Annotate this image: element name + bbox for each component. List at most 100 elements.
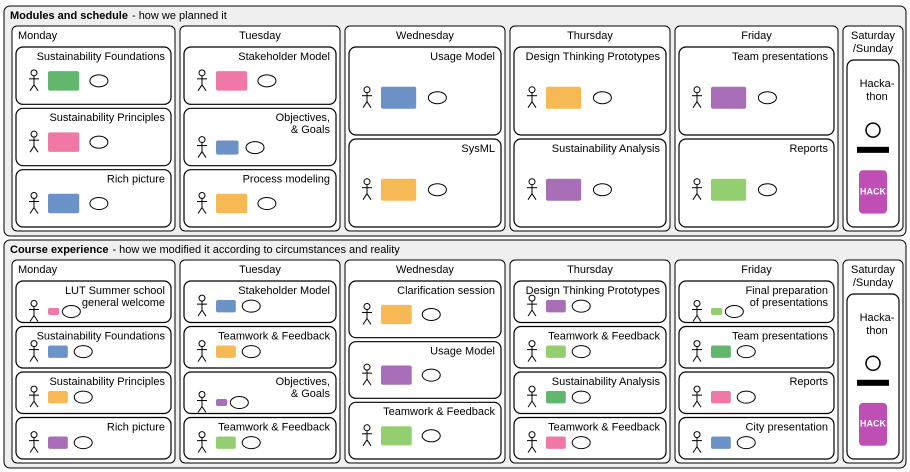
day-name: Thursday bbox=[567, 30, 613, 42]
icon-node bbox=[257, 197, 277, 210]
card-label: Objectives, bbox=[276, 376, 330, 388]
card-label: Design Thinking Prototypes bbox=[526, 285, 661, 297]
figure-leg bbox=[33, 446, 39, 453]
icon-node bbox=[61, 305, 81, 319]
figure-leg bbox=[362, 193, 368, 200]
icon-picture bbox=[216, 399, 228, 407]
icon-node bbox=[724, 305, 744, 319]
card bbox=[678, 46, 835, 136]
figure-leg bbox=[527, 355, 533, 362]
icon-node bbox=[241, 436, 261, 450]
figure-leg bbox=[696, 101, 702, 108]
card-label: Process modeling bbox=[243, 174, 330, 186]
desk-icon bbox=[857, 379, 889, 386]
figure-leg bbox=[33, 315, 39, 322]
figure-leg bbox=[33, 84, 39, 92]
icon-picture bbox=[546, 390, 566, 404]
card-label: Teamwork & Feedback bbox=[218, 330, 330, 342]
card-label: general welcome bbox=[82, 297, 165, 309]
figure-leg bbox=[366, 193, 372, 200]
icon-picture bbox=[216, 140, 239, 155]
icon-picture bbox=[216, 436, 236, 449]
figure-leg bbox=[692, 315, 698, 322]
figure-leg bbox=[197, 406, 203, 413]
robot-icon bbox=[859, 402, 887, 446]
day-name: Wednesday bbox=[396, 30, 454, 42]
card-label: Sustainability Principles bbox=[49, 112, 165, 124]
figure-leg bbox=[29, 355, 35, 362]
icon-node bbox=[736, 390, 756, 404]
card-label: Sustainability Analysis bbox=[552, 143, 661, 155]
figure-leg bbox=[29, 207, 35, 214]
figure-leg bbox=[362, 378, 368, 386]
card-label: thon bbox=[866, 91, 887, 103]
figure-leg bbox=[531, 309, 537, 317]
figure-leg bbox=[366, 318, 372, 325]
icon-picture bbox=[711, 436, 731, 449]
card-label: thon bbox=[866, 325, 887, 337]
icon-picture bbox=[711, 390, 731, 404]
icon-node bbox=[571, 436, 591, 450]
figure-leg bbox=[197, 151, 203, 158]
card-label: & Goals bbox=[291, 124, 331, 136]
figure-leg bbox=[29, 446, 35, 453]
figure-leg bbox=[362, 439, 368, 447]
figure-leg bbox=[201, 355, 207, 362]
robot-icon bbox=[859, 170, 887, 214]
icon-picture bbox=[546, 86, 582, 109]
day-name: Thursday bbox=[567, 264, 613, 276]
figure-leg bbox=[29, 315, 35, 322]
icon-node bbox=[571, 390, 591, 404]
icon-picture bbox=[216, 71, 248, 91]
icon-picture bbox=[48, 308, 60, 316]
icon-node bbox=[241, 345, 261, 359]
card bbox=[678, 138, 835, 228]
icon-picture bbox=[216, 299, 236, 313]
day-name: Saturday bbox=[851, 30, 896, 42]
icon-picture bbox=[48, 390, 68, 404]
figure-leg bbox=[696, 315, 702, 322]
card-label: Objectives, bbox=[276, 112, 330, 124]
figure-leg bbox=[201, 84, 207, 92]
figure-leg bbox=[531, 446, 537, 453]
card-label: Stakeholder Model bbox=[238, 285, 330, 297]
figure-leg bbox=[362, 101, 368, 108]
section-title-strong: Modules and schedule bbox=[10, 10, 128, 22]
figure-leg bbox=[527, 193, 533, 200]
day-name: Friday bbox=[741, 264, 772, 276]
icon-node bbox=[421, 368, 441, 382]
icon-node bbox=[427, 183, 447, 197]
card-label: Design Thinking Prototypes bbox=[526, 51, 661, 63]
icon-picture bbox=[381, 304, 412, 325]
figure-leg bbox=[531, 101, 537, 108]
card-label: City presentation bbox=[745, 421, 828, 433]
card-label: of presentations bbox=[750, 297, 829, 309]
figure-leg bbox=[692, 101, 698, 108]
figure-leg bbox=[197, 84, 203, 92]
section-subtitle: - how we planned it bbox=[132, 10, 227, 22]
figure-leg bbox=[33, 207, 39, 214]
figure-leg bbox=[531, 193, 537, 200]
day-name: Tuesday bbox=[239, 30, 281, 42]
figure-leg bbox=[197, 207, 203, 214]
figure-leg bbox=[201, 406, 207, 413]
card-label: Final preparation bbox=[745, 285, 828, 297]
card-label: Sustainability Foundations bbox=[37, 330, 166, 342]
icon-picture bbox=[711, 178, 747, 201]
figure-leg bbox=[527, 101, 533, 108]
card-label: Rich picture bbox=[107, 421, 165, 433]
icon-node bbox=[571, 345, 591, 359]
icon-node bbox=[257, 74, 277, 88]
figure-leg bbox=[201, 309, 207, 317]
icon-picture bbox=[216, 345, 236, 358]
figure-leg bbox=[531, 400, 537, 408]
clock-icon bbox=[865, 355, 881, 372]
icon-picture bbox=[48, 345, 68, 358]
day-name: Saturday bbox=[851, 264, 896, 276]
card-label: Clarification session bbox=[397, 285, 495, 297]
figure-leg bbox=[696, 400, 702, 408]
icon-node bbox=[73, 345, 93, 359]
card-label: Teamwork & Feedback bbox=[548, 421, 660, 433]
icon-picture bbox=[711, 345, 731, 358]
